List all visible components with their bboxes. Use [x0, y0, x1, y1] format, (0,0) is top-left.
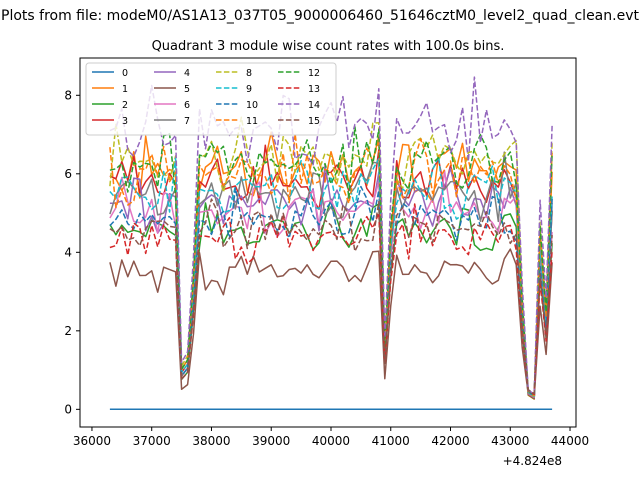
legend-label-3: 3 — [122, 116, 128, 127]
x-tick-label: 36000 — [73, 434, 111, 448]
legend-label-10: 10 — [246, 100, 258, 111]
series-line-3 — [109, 144, 553, 400]
legend-label-7: 7 — [184, 116, 190, 127]
x-offset-label: +4.824e8 — [503, 454, 562, 468]
legend-label-2: 2 — [122, 100, 128, 111]
legend-label-14: 14 — [308, 100, 320, 111]
y-tick-label: 0 — [64, 402, 72, 416]
series-line-9 — [109, 155, 553, 397]
legend-label-13: 13 — [308, 84, 320, 95]
plot-lines — [109, 76, 553, 411]
axes-frame — [79, 57, 577, 428]
chart-suptitle: Plots from file: modeM0/AS1A13_037T05_90… — [1, 8, 639, 24]
legend-label-6: 6 — [184, 100, 190, 111]
legend-label-1: 1 — [122, 84, 128, 95]
series-line-12 — [109, 126, 553, 396]
legend-label-4: 4 — [184, 68, 190, 79]
series-line-10 — [109, 185, 553, 397]
chart-title: Quadrant 3 module wise count rates with … — [152, 39, 505, 54]
series-line-11 — [109, 132, 553, 396]
x-tick-label: 38000 — [192, 434, 230, 448]
x-tick-label: 41000 — [372, 434, 410, 448]
x-tick-label: 42000 — [431, 434, 469, 448]
legend-box — [85, 62, 337, 136]
legend-label-8: 8 — [246, 68, 252, 79]
legend-label-0: 0 — [122, 68, 128, 79]
legend-label-5: 5 — [184, 84, 190, 95]
series-line-8 — [109, 116, 553, 398]
series-line-15 — [109, 198, 553, 395]
x-axis: 36000 37000 38000 39000 40000 41000 42000 43000… — [73, 427, 589, 448]
x-tick-label: 39000 — [252, 434, 290, 448]
legend-label-11: 11 — [246, 116, 258, 127]
legend-label-15: 15 — [308, 116, 320, 127]
x-tick-label: 40000 — [312, 434, 350, 448]
y-tick-label: 2 — [64, 324, 72, 338]
x-tick-label: 37000 — [133, 434, 171, 448]
x-tick-label: 44000 — [551, 434, 589, 448]
y-tick-label: 6 — [64, 167, 72, 181]
y-tick-label: 4 — [64, 245, 72, 259]
legend-label-12: 12 — [308, 68, 320, 79]
legend-label-9: 9 — [246, 84, 252, 95]
y-tick-label: 8 — [64, 88, 72, 102]
y-axis: 0 2 4 6 8 — [64, 88, 80, 416]
x-tick-label: 43000 — [491, 434, 529, 448]
series-line-5 — [109, 248, 553, 399]
